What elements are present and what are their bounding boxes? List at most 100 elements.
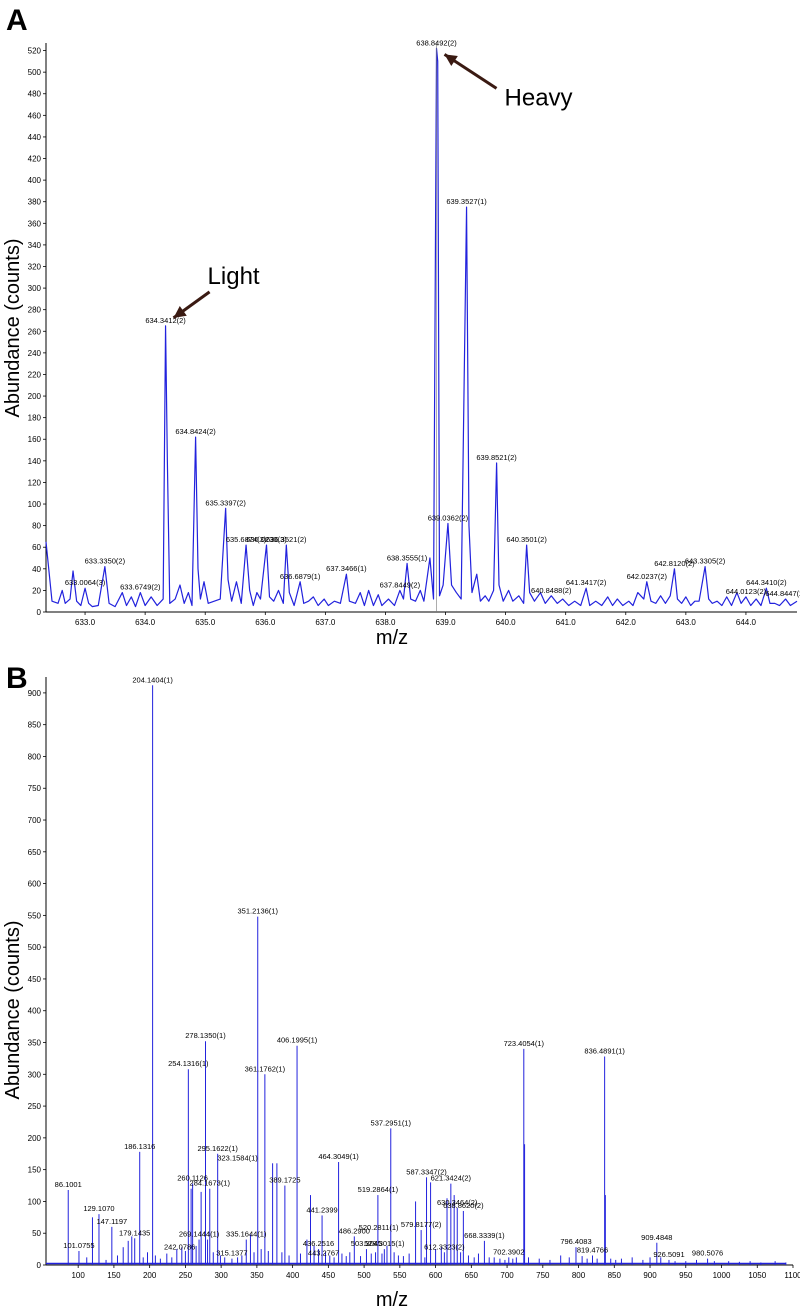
peak-label: 633.3350(2) [85, 557, 126, 566]
chart-b-xlabel: m/z [376, 1289, 408, 1311]
peak-label: 640.8488(2) [531, 586, 572, 595]
peak-label: 242.0786 [164, 1242, 195, 1251]
peak-label: 269.1444(1) [179, 1230, 220, 1239]
peak-label: 796.4083 [560, 1237, 591, 1246]
y-tick-label: 600 [28, 880, 42, 889]
x-tick-label: 100 [71, 1271, 85, 1280]
x-tick-label: 1050 [748, 1271, 766, 1280]
x-tick-label: 350 [250, 1271, 264, 1280]
x-tick-label: 636.0 [255, 618, 276, 627]
peak-label: 406.1995(1) [277, 1036, 318, 1045]
y-tick-label: 50 [32, 1229, 41, 1238]
x-tick-label: 950 [679, 1271, 693, 1280]
x-tick-label: 700 [500, 1271, 514, 1280]
peak-label: 179.1435 [119, 1228, 150, 1237]
y-tick-label: 40 [32, 565, 41, 574]
x-tick-label: 400 [286, 1271, 300, 1280]
y-tick-label: 400 [28, 176, 42, 185]
peak-label: 630.3464(2) [437, 1198, 478, 1207]
x-tick-label: 650 [465, 1271, 479, 1280]
peak-label: 633.0064(3) [65, 578, 106, 587]
peak-label: 486.2900 [339, 1226, 370, 1235]
peak-label: 836.4891(1) [584, 1046, 625, 1055]
peak-label: 702.3902 [493, 1247, 524, 1256]
y-tick-label: 500 [28, 943, 42, 952]
peak-label: 129.1070 [83, 1204, 114, 1213]
peak-label: 351.2136(1) [238, 907, 279, 916]
x-tick-label: 600 [429, 1271, 443, 1280]
peak-label: 528.3015(1) [364, 1239, 405, 1248]
x-tick-label: 850 [608, 1271, 622, 1280]
x-tick-label: 633.0 [75, 618, 96, 627]
y-tick-label: 0 [37, 1261, 42, 1270]
peak-label: 636.3521(2) [266, 535, 307, 544]
y-tick-label: 200 [28, 392, 42, 401]
y-tick-label: 480 [28, 90, 42, 99]
peak-label: 315.1377 [216, 1249, 247, 1258]
y-tick-label: 520 [28, 47, 42, 56]
peak-label: 389.1725 [269, 1176, 300, 1185]
y-tick-label: 420 [28, 155, 42, 164]
peak-label: 638.8492(2) [416, 38, 457, 47]
y-tick-label: 120 [28, 478, 42, 487]
x-tick-label: 1100 [784, 1271, 800, 1280]
y-tick-label: 800 [28, 752, 42, 761]
peak-label: 637.3466(1) [326, 564, 367, 573]
x-tick-label: 634.0 [135, 618, 156, 627]
peak-label: 980.5076 [692, 1249, 723, 1258]
y-tick-label: 160 [28, 435, 42, 444]
x-tick-label: 250 [179, 1271, 193, 1280]
peak-label: 612.3323(2) [424, 1242, 465, 1251]
x-tick-label: 750 [536, 1271, 550, 1280]
peak-label: 278.1350(1) [185, 1031, 226, 1040]
peak-label: 639.8521(2) [476, 453, 517, 462]
y-tick-label: 280 [28, 306, 42, 315]
x-tick-label: 900 [643, 1271, 657, 1280]
peak-label: 254.1316(1) [168, 1059, 209, 1068]
y-tick-label: 460 [28, 111, 42, 120]
peak-label: 637.8449(2) [380, 580, 421, 589]
peak-label: 636.6879(1) [280, 572, 321, 581]
peak-label: 668.3339(1) [464, 1231, 505, 1240]
x-tick-label: 643.0 [676, 618, 697, 627]
y-tick-label: 60 [32, 543, 41, 552]
peak-label: 819.4766 [577, 1245, 608, 1254]
x-tick-label: 1000 [713, 1271, 731, 1280]
peak-label: 260.1126 [177, 1174, 208, 1183]
peak-label: 436.2516 [303, 1239, 334, 1248]
peak-label: 284.1673(1) [190, 1179, 231, 1188]
y-tick-label: 400 [28, 1007, 42, 1016]
peak-label: 86.1001 [55, 1180, 82, 1189]
peak-label: 641.3417(2) [566, 578, 607, 587]
annotation-arrow-head [173, 305, 187, 318]
x-tick-label: 639.0 [436, 618, 457, 627]
y-tick-label: 20 [32, 586, 41, 595]
y-tick-label: 440 [28, 133, 42, 142]
annotation-light: Light [208, 263, 260, 290]
peak-label: 638.3555(1) [387, 553, 428, 562]
peak-label: 638.8620(2) [443, 1201, 484, 1210]
y-tick-label: 850 [28, 721, 42, 730]
peak-label: 587.3347(2) [406, 1167, 447, 1176]
peak-label: 642.8120(2) [654, 559, 695, 568]
y-tick-label: 380 [28, 198, 42, 207]
y-tick-label: 140 [28, 457, 42, 466]
peak-label: 503.3045 [351, 1239, 382, 1248]
peak-label: 323.1584(1) [217, 1153, 258, 1162]
peak-label: 644.0123(2) [726, 587, 767, 596]
peak-label: 643.3305(2) [685, 557, 726, 566]
peak-label: 640.3501(2) [506, 535, 547, 544]
y-tick-label: 350 [28, 1039, 42, 1048]
x-tick-label: 300 [214, 1271, 228, 1280]
chart-a-xlabel: m/z [376, 627, 408, 649]
y-tick-label: 80 [32, 522, 41, 531]
y-tick-label: 240 [28, 349, 42, 358]
peak-label: 579.8177(2) [401, 1220, 442, 1229]
peak-label: 204.1404(1) [132, 675, 173, 684]
y-tick-label: 450 [28, 975, 42, 984]
x-tick-label: 642.0 [616, 618, 637, 627]
y-tick-label: 500 [28, 68, 42, 77]
y-tick-label: 360 [28, 219, 42, 228]
peak-label: 621.3424(2) [431, 1174, 472, 1183]
y-tick-label: 300 [28, 284, 42, 293]
